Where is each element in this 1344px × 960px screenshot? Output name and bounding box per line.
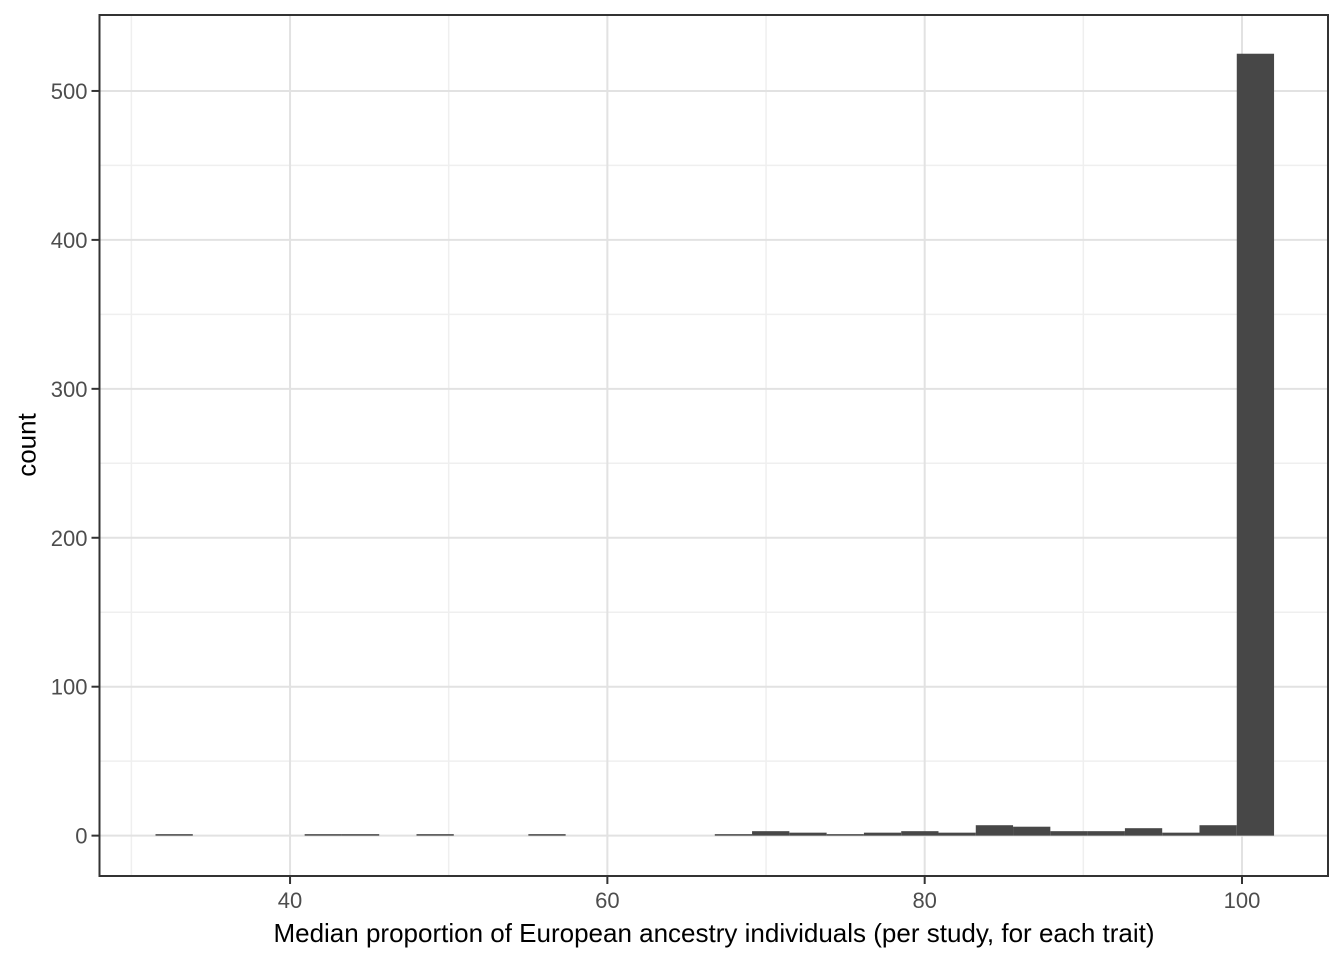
histogram-bar (1236, 53, 1275, 836)
histogram-bar (1013, 826, 1051, 836)
histogram-bar (1087, 831, 1125, 836)
histogram-bar (341, 834, 380, 836)
x-tick-label: 40 (278, 888, 302, 913)
grid-minor (99, 15, 1328, 876)
x-tick-label: 80 (912, 888, 936, 913)
histogram-bar (714, 834, 753, 836)
panel-border (98, 14, 1329, 877)
histogram-bar (975, 825, 1014, 836)
x-axis-title: Median proportion of European ancestry i… (273, 918, 1155, 948)
histogram-bar (155, 834, 193, 836)
panel-background (99, 15, 1328, 876)
y-tick-label: 400 (51, 228, 88, 253)
y-tick-label: 300 (51, 377, 88, 402)
histogram-bar (938, 832, 976, 836)
histogram-bar (1162, 832, 1200, 836)
axis-ticks: 40 60 80 100 0 100 200 300 400 500 (51, 79, 1261, 913)
y-tick-label: 500 (51, 79, 88, 104)
x-tick-label: 100 (1224, 888, 1261, 913)
y-tick-label: 100 (51, 675, 88, 700)
histogram-bar (901, 831, 939, 836)
histogram-bar (528, 834, 566, 836)
histogram-bar (863, 832, 902, 836)
bars (155, 53, 1275, 836)
histogram-bar (1050, 831, 1088, 836)
histogram-bar (416, 834, 454, 836)
y-tick-label: 0 (75, 824, 87, 849)
histogram-bar (1124, 828, 1163, 836)
histogram-bar (1199, 825, 1237, 836)
y-tick-label: 200 (51, 526, 88, 551)
histogram-bar (789, 832, 827, 836)
histogram-bar (752, 831, 790, 836)
x-tick-label: 60 (595, 888, 619, 913)
histogram-bar (304, 834, 342, 836)
y-axis-title: count (11, 413, 42, 477)
histogram-bar (826, 834, 864, 836)
